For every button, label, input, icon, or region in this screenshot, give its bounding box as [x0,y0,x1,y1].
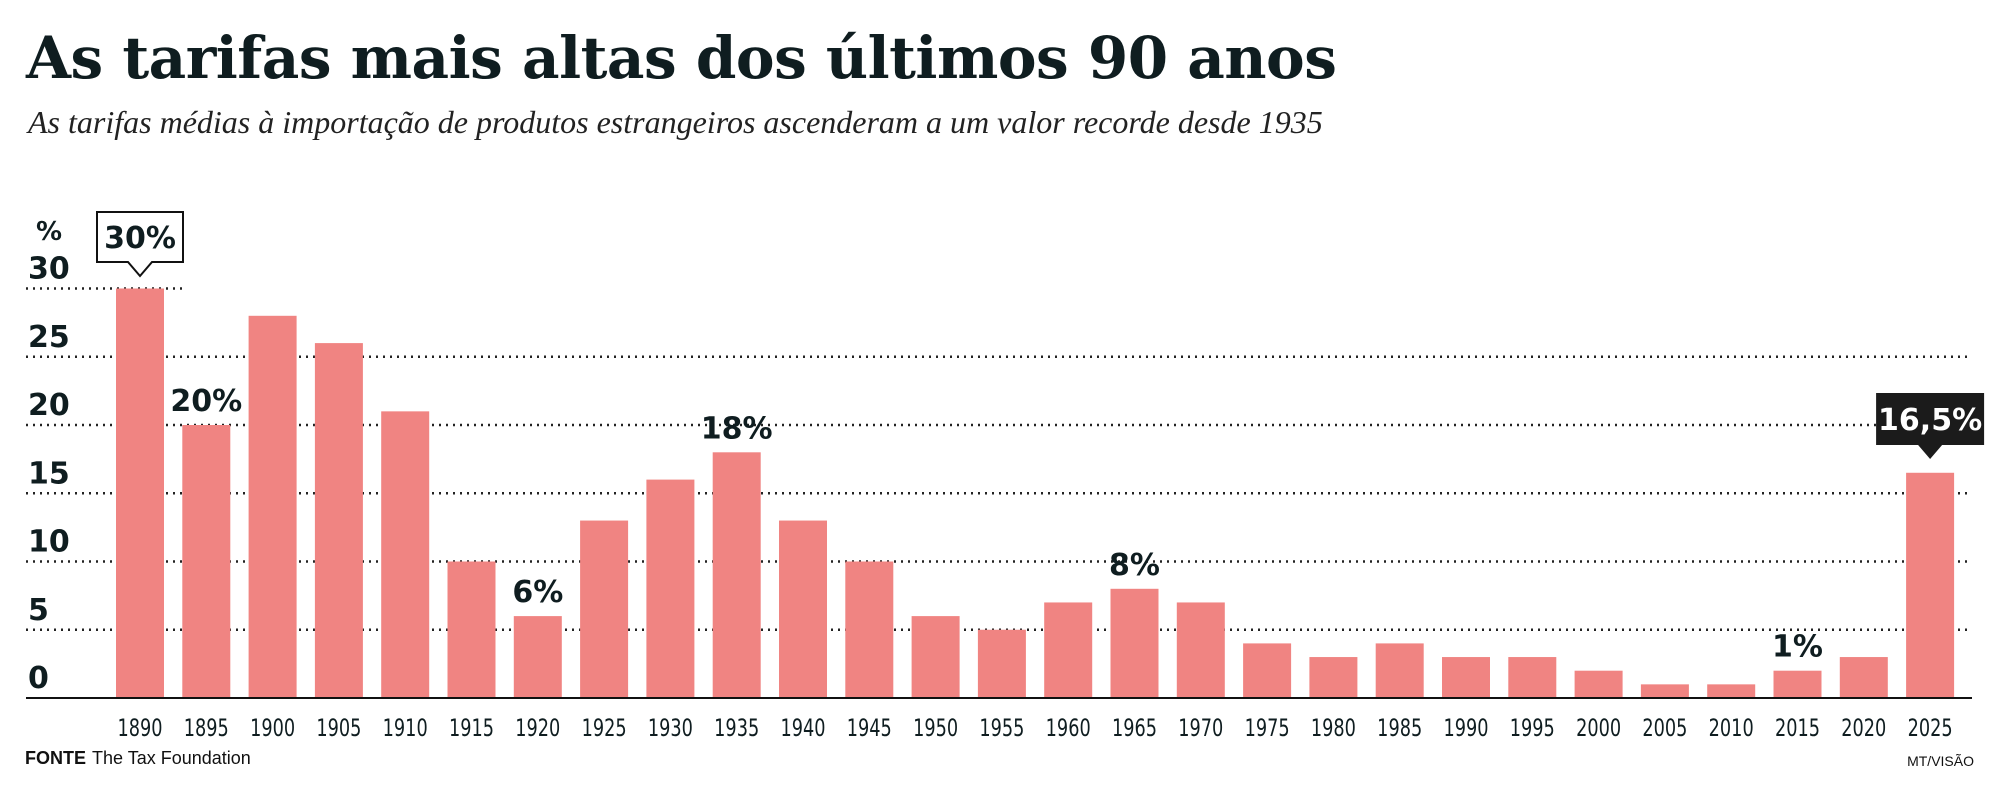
bar [1375,643,1424,698]
bar [1309,657,1358,698]
x-tick-label: 1915 [449,715,494,742]
bar [1508,657,1557,698]
bar [779,520,827,698]
bar [1243,643,1292,698]
bar [911,616,960,698]
bar [1442,657,1490,698]
bar [248,315,297,698]
bar [182,425,231,698]
chart-subtitle: As tarifas médias à importação de produt… [28,104,1323,140]
y-tick-label: 5 [28,593,49,628]
x-tick-label: 2020 [1841,715,1886,742]
x-tick-label: 2000 [1576,715,1621,742]
callout-box [96,211,184,278]
y-tick-label: 10 [28,525,70,560]
bar [646,479,695,698]
x-tick-label: 2025 [1908,715,1953,742]
x-tick-label: 1975 [1245,715,1290,742]
x-tick-label: 1955 [979,715,1024,742]
x-tick-label: 2005 [1642,715,1687,742]
x-tick-label: 1920 [515,715,560,742]
annotations: 30% 20% 6% 18% 8% 1% 16,5% [96,211,1985,665]
bar [1707,684,1756,698]
data-label: 8% [1109,548,1160,583]
x-tick-label: 1905 [316,715,361,742]
bar [447,561,496,698]
y-tick-label: 0 [28,661,49,696]
bar [1044,602,1093,698]
x-tick-label: 1935 [714,715,759,742]
bar [513,616,562,698]
bar [381,411,430,698]
x-tick-label: 1980 [1311,715,1356,742]
bar [580,520,629,698]
x-tick-label: 1895 [184,715,229,742]
bar [712,452,761,698]
bar [1574,670,1623,698]
y-tick-label: 30 [28,252,70,287]
bar [1773,670,1822,698]
x-tick-label: 1900 [250,715,295,742]
x-tick-label: 1945 [847,715,892,742]
y-tick-label: 15 [28,456,70,491]
x-tick-label: 2015 [1775,715,1820,742]
x-tick-label: 1925 [582,715,627,742]
bar [1640,684,1689,698]
callout-box [1876,393,1985,459]
credit: MT/VISÃO [1907,753,1974,769]
x-tick-label: 1985 [1377,715,1422,742]
source-text: The Tax Foundation [92,748,251,768]
x-tick-label: 1965 [1112,715,1157,742]
data-label: 1% [1772,630,1823,665]
source-note: FONTE The Tax Foundation [25,748,251,769]
x-tick-label: 1970 [1178,715,1223,742]
bars [116,288,1955,698]
data-label: 16,5% [1878,403,1982,438]
x-tick-label: 1930 [648,715,693,742]
bar [314,343,363,698]
y-tick-label: 20 [28,388,70,423]
bar [1906,472,1955,698]
data-label: 30% [104,221,176,256]
x-tick-label: 1960 [1046,715,1091,742]
bar [1839,657,1888,698]
bar [1176,602,1225,698]
bar [845,561,894,698]
x-tick-label: 2010 [1709,715,1754,742]
bar [116,288,164,698]
y-axis-unit-label: % [36,217,62,247]
y-tick-label: 25 [28,320,70,355]
x-tick-label: 1995 [1510,715,1555,742]
x-tick-label: 1950 [913,715,958,742]
source-label: FONTE [25,748,86,768]
x-tick-label: 1890 [117,715,162,742]
data-label: 20% [170,384,242,419]
x-tick-label: 1910 [383,715,428,742]
data-label: 6% [512,575,563,610]
data-label: 18% [701,411,773,446]
chart-title: As tarifas mais altas dos últimos 90 ano… [26,24,1337,92]
bar [1110,588,1159,698]
x-tick-label: 1990 [1443,715,1488,742]
bar [977,629,1026,698]
x-tick-label: 1940 [780,715,825,742]
